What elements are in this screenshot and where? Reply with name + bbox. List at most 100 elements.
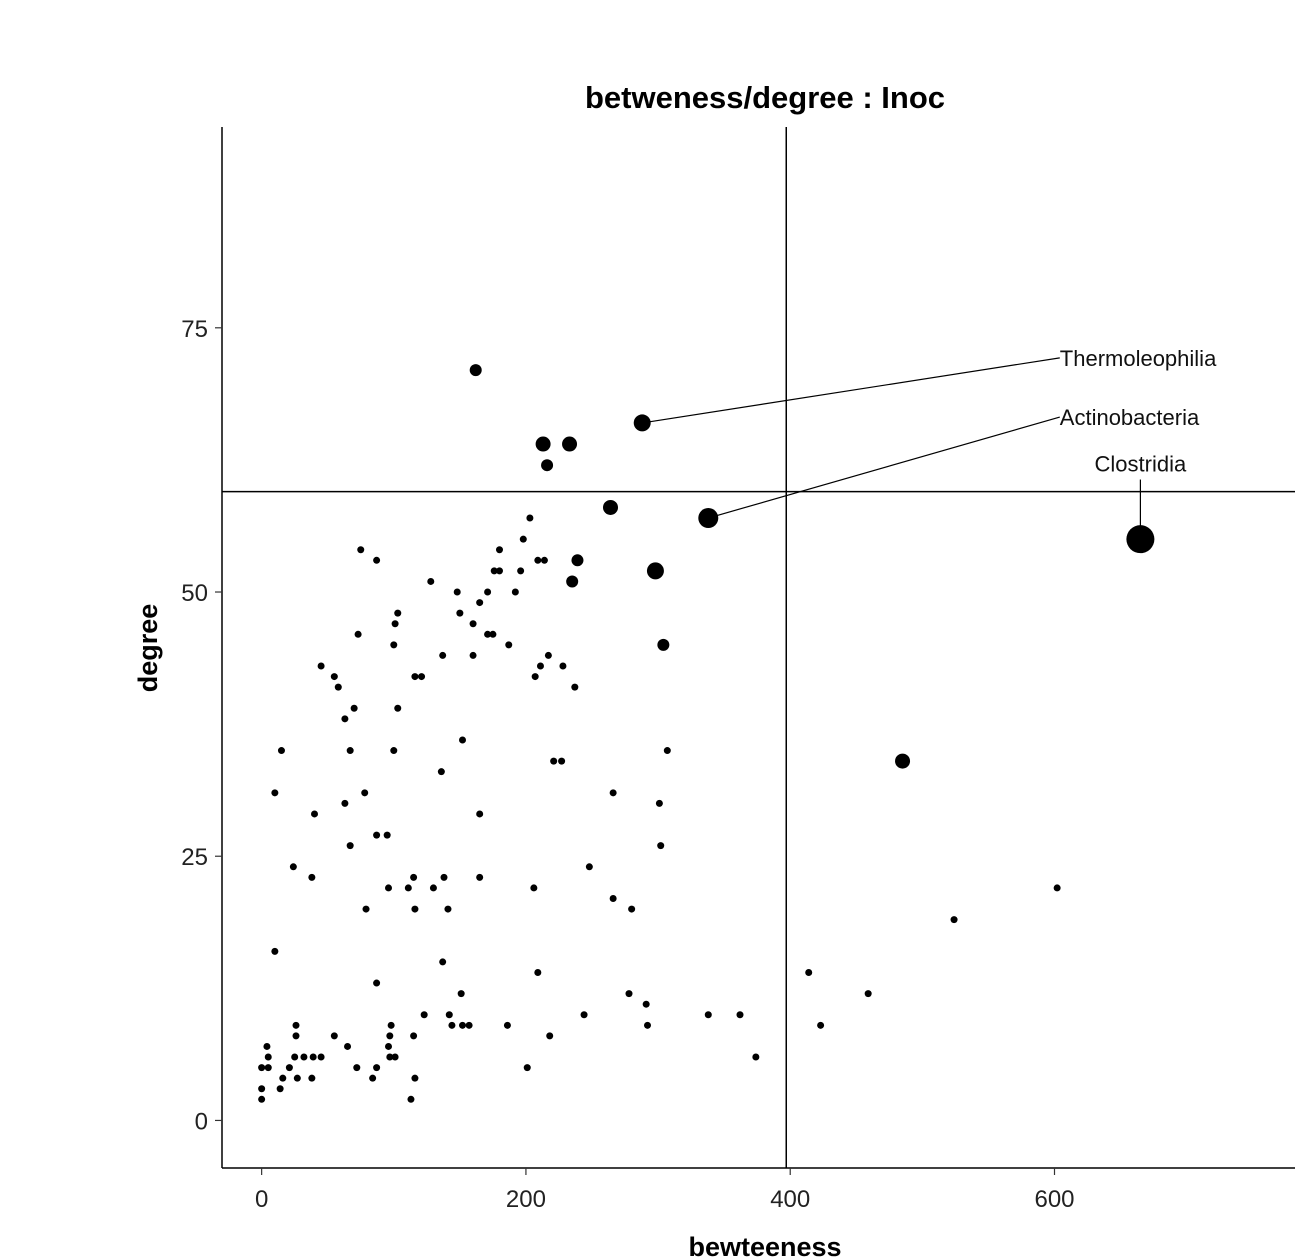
data-point (346, 747, 354, 755)
y-axis-title: degree (133, 604, 163, 693)
data-point (264, 1053, 272, 1061)
data-point (535, 436, 551, 452)
data-point (350, 704, 358, 712)
data-point (386, 1032, 394, 1040)
data-point (308, 1074, 316, 1082)
data-point (317, 662, 325, 670)
data-point (334, 683, 342, 691)
data-point (373, 556, 381, 564)
data-point (385, 884, 392, 892)
data-point (341, 715, 349, 723)
data-point (505, 641, 513, 649)
data-point (469, 364, 482, 377)
data-point (445, 1011, 453, 1019)
data-point (411, 905, 419, 913)
data-point (309, 1053, 317, 1061)
data-point (805, 968, 813, 976)
data-point (571, 683, 579, 691)
data-point (271, 789, 279, 797)
data-point (258, 1095, 266, 1103)
data-point (373, 979, 381, 987)
data-point (817, 1021, 825, 1029)
data-point (580, 1011, 588, 1019)
data-point (642, 1000, 650, 1008)
data-point (484, 630, 492, 638)
data-point (566, 575, 579, 588)
data-point (410, 1032, 418, 1040)
data-point (317, 1053, 325, 1061)
data-point (346, 842, 354, 850)
data-point (503, 1021, 511, 1029)
data-point (489, 630, 497, 638)
data-point (285, 1064, 293, 1072)
data-point (644, 1021, 651, 1029)
data-point (391, 620, 399, 628)
data-point (704, 1011, 712, 1019)
data-point (439, 958, 447, 966)
data-point (530, 884, 538, 892)
y-tick-label: 0 (195, 1108, 208, 1135)
data-point (534, 556, 542, 564)
data-point (258, 1085, 266, 1093)
data-point (429, 884, 437, 892)
data-point (386, 1053, 394, 1061)
data-point (394, 704, 402, 712)
point-annotations: Thermoleophilia Actinobacteria Clostridia (642, 346, 1217, 540)
data-point (526, 514, 534, 522)
data-point (536, 662, 544, 670)
x-tick-label: 200 (506, 1186, 546, 1213)
data-point (655, 799, 663, 807)
data-point (550, 757, 558, 765)
data-point (390, 747, 398, 755)
data-point (411, 1074, 419, 1082)
data-point (456, 609, 464, 617)
data-point (385, 1042, 392, 1050)
data-point (353, 1064, 361, 1072)
data-point (439, 651, 447, 659)
annotation-leader-line (642, 357, 1060, 424)
data-point (585, 863, 593, 871)
data-point (544, 651, 552, 659)
data-point (469, 651, 477, 659)
data-point (453, 588, 461, 596)
data-point (534, 968, 542, 976)
data-point (394, 609, 402, 617)
data-point (496, 546, 503, 554)
data-point (373, 1064, 381, 1072)
x-tick-label: 400 (770, 1186, 810, 1213)
annotation-leader-line (708, 416, 1060, 519)
data-point (311, 810, 318, 818)
data-point (300, 1053, 308, 1061)
data-point (736, 1011, 744, 1019)
data-point (517, 567, 525, 575)
data-point (289, 863, 297, 871)
data-point (277, 747, 285, 755)
data-point (391, 1053, 399, 1061)
data-point (448, 1021, 456, 1029)
data-point (459, 1021, 466, 1029)
data-point (354, 630, 362, 638)
data-point (484, 588, 492, 596)
y-tick-label: 75 (181, 316, 208, 343)
reference-lines (222, 127, 1295, 1168)
data-point (541, 459, 554, 472)
data-point (476, 599, 484, 607)
data-point (571, 554, 584, 567)
data-point (459, 736, 466, 744)
data-point (457, 990, 465, 998)
data-point (411, 673, 419, 681)
data-points (258, 364, 1155, 1103)
data-point (895, 753, 911, 769)
data-point (440, 873, 448, 881)
data-point (357, 546, 365, 554)
data-point (271, 947, 279, 955)
data-point (559, 662, 567, 670)
data-point (420, 1011, 428, 1019)
data-point (546, 1032, 554, 1040)
data-point (663, 747, 671, 755)
y-tick-label: 25 (181, 844, 208, 871)
data-point (657, 638, 670, 651)
data-point (330, 673, 338, 681)
y-tick-label: 50 (181, 580, 208, 607)
data-point (341, 799, 349, 807)
